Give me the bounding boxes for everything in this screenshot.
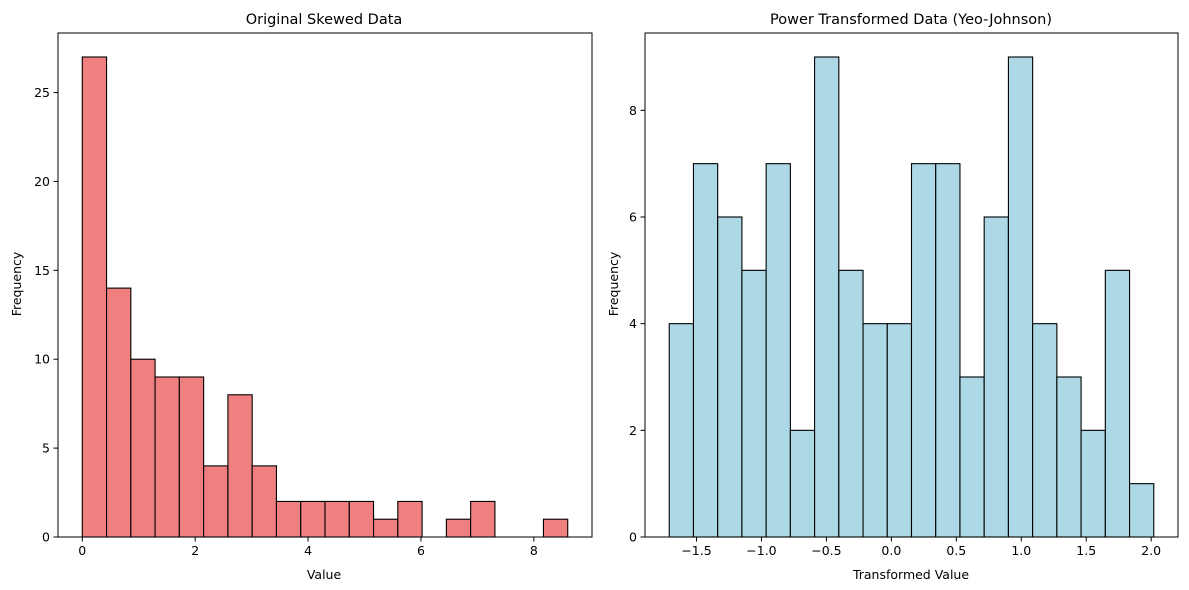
right-histogram-bar bbox=[935, 163, 961, 538]
left-x-tick-label: 6 bbox=[417, 543, 425, 558]
right-y-tick-label: 8 bbox=[629, 103, 637, 118]
left-histogram-bar bbox=[275, 500, 302, 538]
left-histogram-bar bbox=[372, 518, 399, 538]
right-plot-area: −1.5 −1.0 −0.5 0.0 0.5 1.0 1.5 2.0 0 2 4 6 8 bbox=[629, 32, 1179, 558]
right-histogram-bar bbox=[765, 163, 791, 538]
left-y-tick-label: 25 bbox=[34, 85, 50, 100]
right-histogram-bar bbox=[692, 163, 719, 538]
right-histogram-bar bbox=[1056, 376, 1082, 538]
right-y-axis-label: Frequency bbox=[606, 251, 621, 316]
left-histogram-bar bbox=[227, 394, 253, 538]
right-x-tick-label: −1.5 bbox=[681, 543, 711, 558]
right-axes-frame bbox=[644, 32, 1179, 538]
right-histogram-bar bbox=[1032, 323, 1058, 538]
right-histogram-bar bbox=[886, 323, 913, 538]
left-x-tick-label: 8 bbox=[530, 543, 538, 558]
right-x-tick-label: 1.0 bbox=[1011, 543, 1031, 558]
right-x-tick-label: −1.0 bbox=[746, 543, 776, 558]
right-chart-title: Power Transformed Data (Yeo-Johnson) bbox=[770, 12, 1052, 28]
right-histogram-bar bbox=[814, 56, 840, 538]
left-histogram-bar bbox=[154, 376, 180, 538]
left-histogram-bar bbox=[324, 500, 350, 538]
left-y-tick-label: 10 bbox=[34, 352, 50, 367]
left-histogram-bar bbox=[81, 56, 108, 538]
left-chart-title: Original Skewed Data bbox=[246, 12, 403, 28]
right-x-tick-label: 2.0 bbox=[1141, 543, 1161, 558]
left-plot-area: 0 2 4 6 8 0 5 10 15 20 25 bbox=[34, 32, 593, 558]
right-x-tick-label: −0.5 bbox=[811, 543, 841, 558]
left-histogram-bar bbox=[348, 500, 375, 538]
right-y-tick-label: 4 bbox=[629, 316, 637, 331]
right-histogram-bar bbox=[959, 376, 985, 538]
left-y-tick-label: 15 bbox=[34, 263, 50, 278]
left-panel: Original Skewed Data Value Frequency 0 2 4… bbox=[9, 12, 593, 582]
right-histogram-bar bbox=[741, 269, 767, 538]
left-x-tick-label: 2 bbox=[191, 543, 199, 558]
left-y-axis-label: Frequency bbox=[9, 251, 24, 316]
right-x-tick-label: 0.5 bbox=[946, 543, 966, 558]
left-x-tick-label: 0 bbox=[78, 543, 86, 558]
right-histogram-bar bbox=[838, 269, 864, 538]
left-histogram-bar bbox=[445, 518, 472, 538]
right-histogram-bar bbox=[862, 323, 888, 538]
right-histogram-bar bbox=[910, 163, 937, 538]
left-x-axis-label: Value bbox=[307, 567, 342, 582]
left-y-tick-label: 5 bbox=[42, 441, 50, 456]
left-y-tick-label: 0 bbox=[42, 530, 50, 545]
left-histogram-bar bbox=[470, 500, 496, 538]
left-histogram-bar bbox=[542, 518, 569, 538]
right-histogram-bar bbox=[668, 323, 695, 538]
right-y-tick-label: 6 bbox=[629, 210, 637, 225]
right-histogram-bar bbox=[1129, 483, 1155, 538]
right-x-tick-label: 1.5 bbox=[1076, 543, 1096, 558]
left-histogram-bar bbox=[300, 500, 326, 538]
right-x-axis-label: Transformed Value bbox=[852, 567, 969, 582]
right-histogram-bar bbox=[1080, 429, 1106, 538]
left-histogram-bar bbox=[106, 287, 132, 538]
left-x-tick-label: 4 bbox=[304, 543, 312, 558]
right-histogram-bar bbox=[717, 216, 743, 538]
left-histogram-bar bbox=[203, 465, 229, 538]
right-y-tick-label: 2 bbox=[629, 423, 637, 438]
right-histogram-bar bbox=[789, 429, 816, 538]
left-histogram-bar bbox=[130, 358, 156, 538]
right-histogram-bar bbox=[1007, 56, 1034, 538]
left-y-tick-label: 20 bbox=[34, 174, 50, 189]
right-panel: Power Transformed Data (Yeo-Johnson) Tra… bbox=[606, 12, 1179, 582]
left-histogram-bar bbox=[397, 500, 423, 538]
left-histogram-bar bbox=[251, 465, 277, 538]
right-histogram-bar bbox=[1104, 269, 1131, 538]
left-axes-frame bbox=[57, 32, 593, 538]
right-x-tick-label: 0.0 bbox=[881, 543, 901, 558]
right-histogram-bar bbox=[983, 216, 1009, 538]
left-histogram-bar bbox=[178, 376, 205, 538]
right-y-tick-label: 0 bbox=[629, 530, 637, 545]
